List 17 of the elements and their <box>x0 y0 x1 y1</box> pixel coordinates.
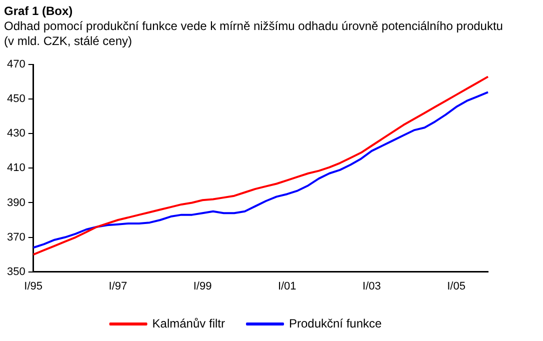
legend-label: Kalmánův filtr <box>152 316 225 330</box>
x-tick-label: I/95 <box>24 280 43 292</box>
x-tick-label: I/03 <box>362 280 381 292</box>
y-tick-label: 430 <box>6 128 26 140</box>
chart-subtitle: Odhad pomocí produkční funkce vede k mírně nižšímu odhadu úrovně potenciálního produktu (v mld. CZK, stálé ceny) <box>4 19 504 49</box>
x-tick-label: I/97 <box>108 280 128 292</box>
y-tick-label: 470 <box>6 58 26 71</box>
legend-label: Produkční funkce <box>288 316 382 330</box>
chart-title: Graf 1 (Box) <box>4 4 74 19</box>
x-tick-label: I/05 <box>447 280 466 292</box>
y-tick-label: 410 <box>6 162 26 174</box>
x-tick-label: I/99 <box>193 280 212 292</box>
y-tick-label: 350 <box>6 266 26 278</box>
y-tick-label: 370 <box>6 231 26 244</box>
y-tick-label: 450 <box>6 93 26 106</box>
x-tick-label: I/01 <box>278 280 296 292</box>
y-tick-label: 390 <box>6 196 26 209</box>
